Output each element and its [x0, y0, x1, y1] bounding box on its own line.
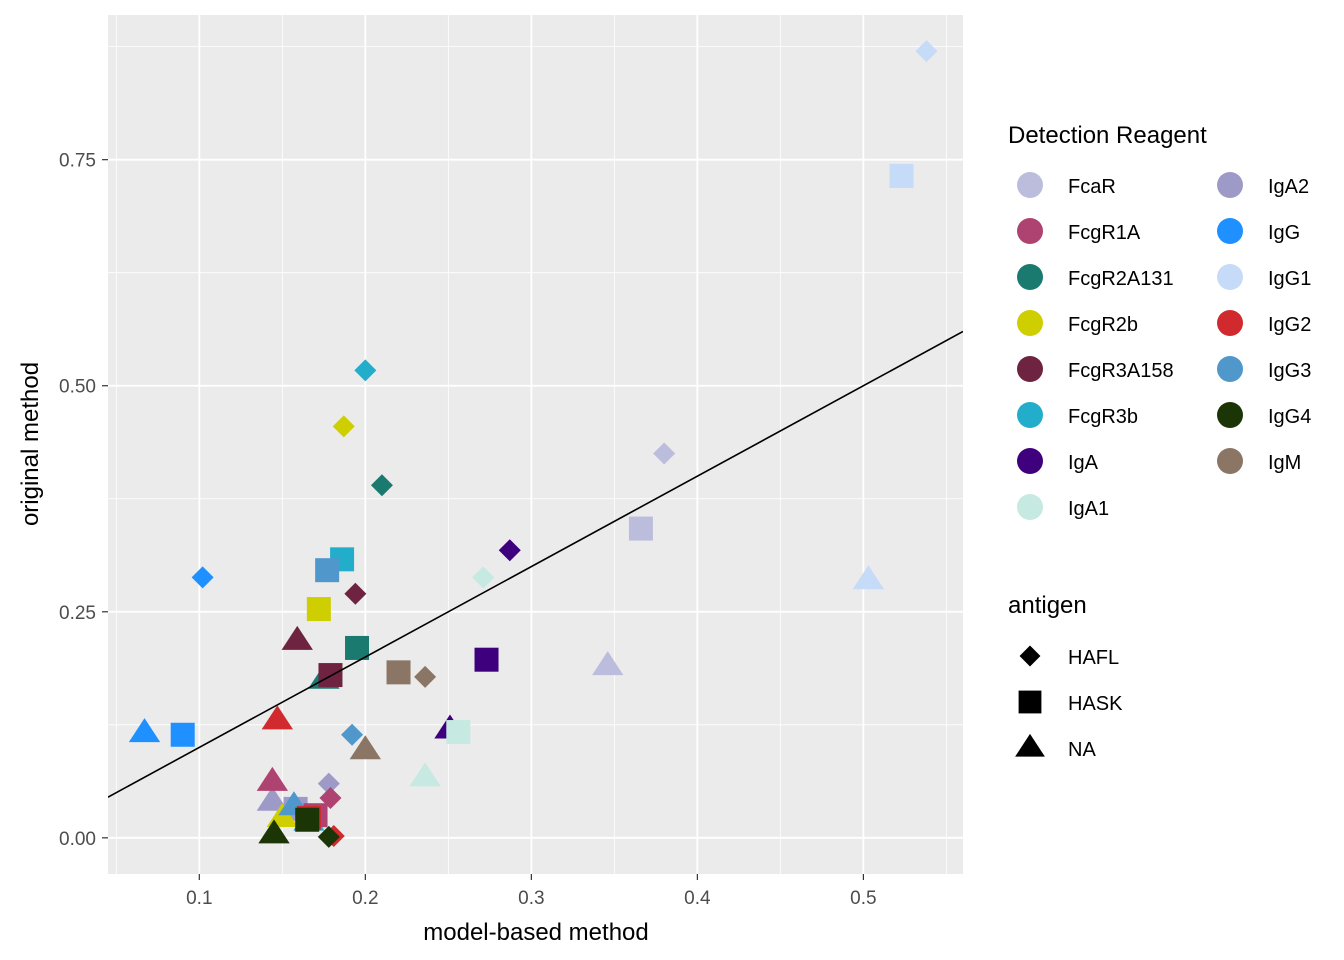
data-point-fcar-na	[592, 651, 624, 676]
y-tick-label: 0.75	[59, 151, 96, 172]
legend-label-igg4: IgG4	[1268, 406, 1311, 428]
data-point-iga2-na	[256, 786, 289, 811]
data-point-igg3-hafl	[341, 723, 364, 746]
legend-label-fcgr2a131: FcgR2A131	[1068, 268, 1174, 290]
data-point-igg4-hafl	[317, 825, 340, 848]
legend-label-igg: IgG	[1268, 222, 1300, 244]
x-tick-label: 0.2	[352, 888, 378, 909]
x-axis-title: model-based method	[423, 919, 648, 946]
data-point-igg4-na	[258, 819, 290, 844]
y-tick-label: 0.50	[59, 377, 96, 398]
data-point-fcgr3a158-hafl	[344, 582, 367, 605]
data-point-fcgr2b-hask	[306, 597, 331, 622]
legend-key-igg3	[1217, 356, 1243, 382]
legend-key-iga1	[1017, 494, 1043, 520]
data-point-iga1-hafl	[472, 566, 495, 589]
data-point-igm-hafl	[414, 665, 437, 688]
data-point-igg4-hask	[295, 807, 320, 832]
data-point-iga-hafl	[498, 539, 521, 562]
data-point-fcgr2a131-hafl	[370, 474, 393, 497]
data-point-igg1-na	[852, 565, 885, 590]
legend-key-igg	[1217, 218, 1243, 244]
data-point-iga1-na	[409, 762, 441, 787]
data-point-iga2-hafl	[317, 772, 340, 795]
data-point-igg3-hask	[315, 558, 340, 583]
legend-label-hafl: HAFL	[1068, 647, 1119, 669]
data-point-igg1-hask	[889, 163, 914, 188]
reference-line	[108, 330, 963, 798]
x-tick-label: 0.1	[186, 888, 212, 909]
legend-key-na	[1015, 733, 1045, 757]
legend-key-igm	[1217, 448, 1243, 474]
legend-label-fcgr1a: FcgR1A	[1068, 222, 1141, 244]
data-point-fcgr2a131-hask	[345, 635, 370, 660]
y-tick-label: 0.25	[59, 603, 96, 624]
data-point-fcar-hafl	[653, 442, 676, 465]
data-points	[128, 40, 938, 848]
data-point-iga1-hask	[446, 720, 471, 745]
data-point-igg1-hafl	[915, 40, 938, 63]
y-tick-label: 0.00	[59, 829, 96, 850]
data-point-fcgr2b-hafl	[332, 415, 355, 438]
legend-label-igg2: IgG2	[1268, 314, 1311, 336]
data-point-iga-hask	[474, 647, 499, 672]
legend-key-igg2	[1217, 310, 1243, 336]
legend-key-fcgr2b	[1017, 310, 1043, 336]
data-point-igg-hask	[170, 722, 195, 747]
legend-label-igg1: IgG1	[1268, 268, 1311, 290]
y-axis: 0.00 0.25 0.50 0.75	[59, 151, 108, 850]
data-point-igg-na	[128, 718, 161, 743]
y-axis-title: original method	[17, 362, 44, 526]
legend-key-iga	[1017, 448, 1043, 474]
data-point-fcgr1a-na	[256, 766, 289, 791]
legend-label-iga1: IgA1	[1068, 498, 1109, 520]
legend-key-hask	[1018, 690, 1042, 714]
data-point-igg2-na	[261, 705, 294, 730]
data-point-fcgr3a158-na	[281, 625, 313, 650]
x-tick-label: 0.5	[850, 888, 876, 909]
legend-key-fcar	[1017, 172, 1043, 198]
x-tick-label: 0.4	[684, 888, 711, 909]
legend-key-fcgr2a131	[1017, 264, 1043, 290]
data-point-igm-na	[349, 735, 382, 760]
grid-lines	[108, 15, 963, 874]
legend-key-igg4	[1217, 402, 1243, 428]
legend-label-fcgr2b: FcgR2b	[1068, 314, 1138, 336]
reference-line-group	[108, 330, 963, 798]
legend-label-fcgr3b: FcgR3b	[1068, 406, 1138, 428]
legend-key-igg1	[1217, 264, 1243, 290]
x-axis: 0.1 0.2 0.3 0.4 0.5	[186, 874, 877, 909]
shape-legend-title: antigen	[1008, 592, 1087, 619]
legend: Detection Reagent FcaR FcgR1A FcgR2A131 FcgR…	[1008, 122, 1311, 761]
legend-label-igm: IgM	[1268, 452, 1301, 474]
legend-key-iga2	[1217, 172, 1243, 198]
legend-label-fcgr3a158: FcgR3A158	[1068, 360, 1174, 382]
color-legend-title: Detection Reagent	[1008, 122, 1207, 149]
legend-label-iga2: IgA2	[1268, 176, 1309, 198]
data-point-fcar-hask	[628, 516, 653, 541]
plot-panel	[108, 15, 963, 874]
x-tick-label: 0.3	[518, 888, 544, 909]
data-point-igm-hask	[386, 660, 411, 685]
data-point-fcgr3b-hafl	[354, 359, 377, 382]
legend-label-fcar: FcaR	[1068, 176, 1116, 198]
legend-key-fcgr3a158	[1017, 356, 1043, 382]
legend-key-fcgr1a	[1017, 218, 1043, 244]
legend-label-igg3: IgG3	[1268, 360, 1311, 382]
legend-label-hask: HASK	[1068, 693, 1123, 715]
data-point-igg-hafl	[191, 566, 214, 589]
legend-label-iga: IgA	[1068, 452, 1099, 474]
legend-key-fcgr3b	[1017, 402, 1043, 428]
legend-key-hafl	[1019, 645, 1041, 667]
legend-label-na: NA	[1068, 739, 1096, 761]
